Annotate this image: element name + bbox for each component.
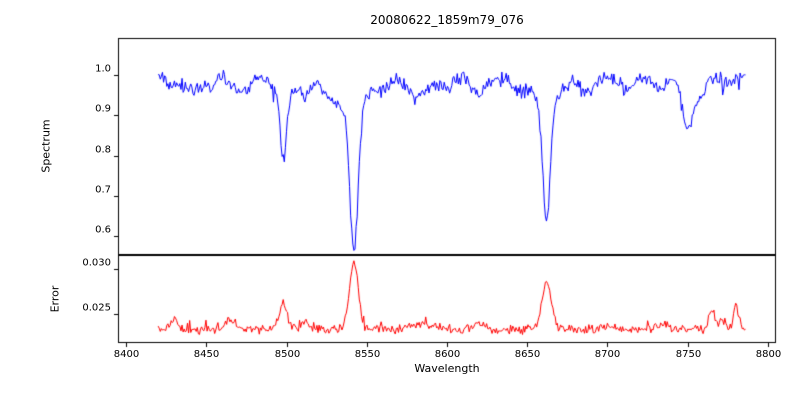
y-axis-label-error: Error bbox=[48, 285, 62, 313]
y-axis-label-spectrum: Spectrum bbox=[39, 119, 53, 173]
x-axis-label: Wavelength bbox=[414, 362, 480, 375]
plot-title: 20080622_1859m79_076 bbox=[370, 13, 524, 27]
